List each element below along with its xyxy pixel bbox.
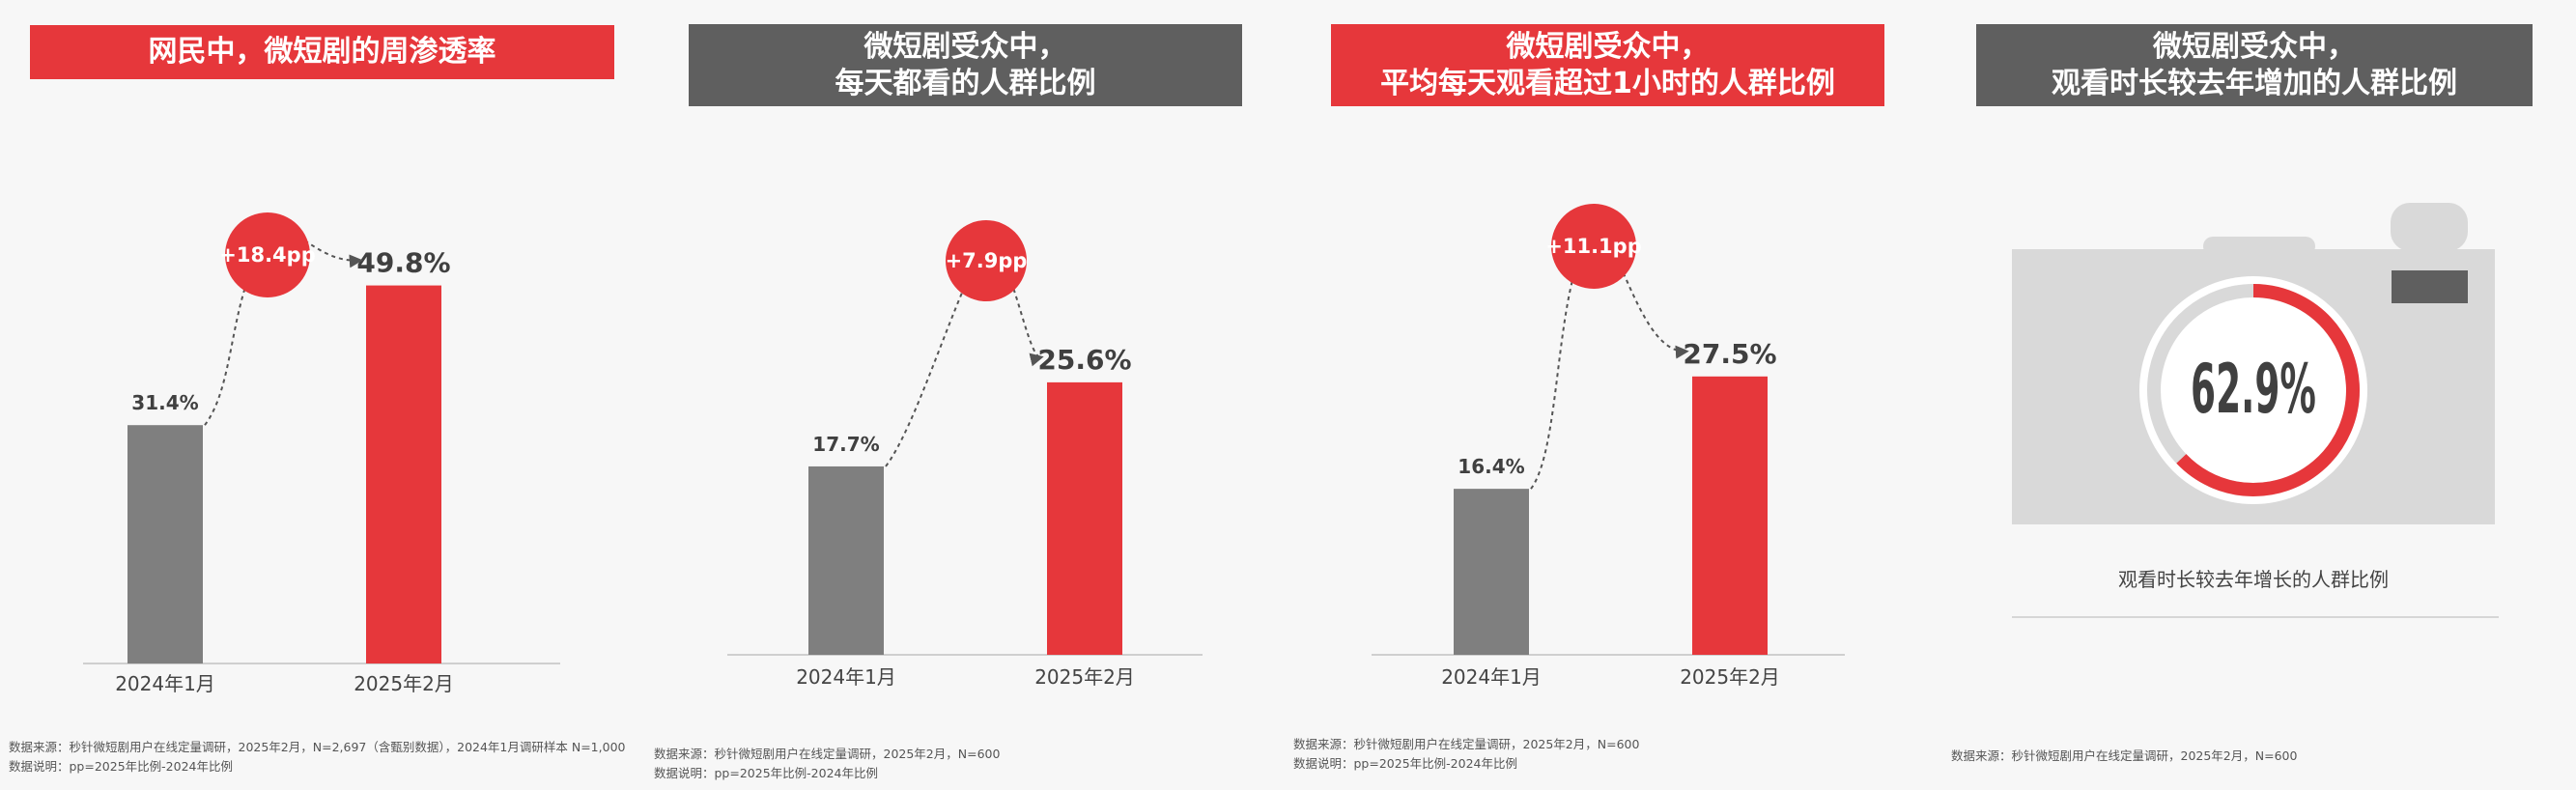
note-explanation: 数据说明：pp=2025年比例-2024年比例 — [1293, 756, 1517, 771]
donut-caption: 观看时长较去年增长的人群比例 — [2118, 568, 2389, 591]
title-line: 微短剧受众中， — [1506, 29, 1710, 64]
category-tick-label: 2025年2月 — [1034, 665, 1135, 689]
diff-label: +11.1pp — [1545, 235, 1641, 258]
bar-chart: 17.7% 2024年1月 25.6% 2025年2月 +7.9pp — [727, 220, 1203, 689]
data-notes: 数据来源：秒针微短剧用户在线定量调研，2025年2月，N=600 数据说明：pp… — [1293, 735, 1639, 774]
panel-watch-time-increase: 微短剧受众中， 观看时长较去年增加的人群比例 62.9% 观看时长较去年增长的人… — [1927, 0, 2576, 790]
note-source: 数据来源：秒针微短剧用户在线定量调研，2025年2月，N=600 — [654, 747, 1001, 761]
camera-top-bump — [2391, 203, 2468, 251]
note-source: 数据来源：秒针微短剧用户在线定量调研，2025年2月，N=600 — [1293, 737, 1640, 751]
data-label: 17.7% — [812, 433, 879, 456]
diff-circle — [225, 212, 310, 297]
title-line: 微短剧受众中， — [863, 29, 1067, 64]
chart-title: 微短剧受众中， 每天都看的人群比例 — [689, 24, 1242, 106]
chart-title: 微短剧受众中， 观看时长较去年增加的人群比例 — [1976, 24, 2533, 106]
camera-viewfinder — [2392, 270, 2468, 303]
panel-daily-viewers: 微短剧受众中， 每天都看的人群比例 17.7% 2024年1月 25.6% 2025年… — [642, 0, 1280, 790]
title-line: 观看时长较去年增加的人群比例 — [2052, 66, 2457, 100]
title-line: 平均每天观看超过1小时的人群比例 — [1380, 66, 1835, 100]
diff-circle — [946, 220, 1027, 301]
data-notes: 数据来源：秒针微短剧用户在线定量调研，2025年2月，N=2,697（含甄别数据… — [9, 738, 625, 776]
donut-value-label: 62.9% — [2191, 351, 2316, 429]
note-explanation: 数据说明：pp=2025年比例-2024年比例 — [654, 766, 878, 780]
bar-1 — [808, 466, 884, 655]
data-label: 27.5% — [1683, 338, 1776, 370]
camera-lens — [2139, 276, 2367, 504]
data-label: 49.8% — [356, 247, 450, 279]
data-label: 31.4% — [131, 391, 198, 414]
data-label: 16.4% — [1458, 455, 1524, 478]
data-label: 25.6% — [1037, 344, 1131, 376]
title-line: 每天都看的人群比例 — [835, 66, 1096, 100]
chart-title: 微短剧受众中， 平均每天观看超过1小时的人群比例 — [1331, 24, 1884, 106]
bar-chart: 16.4% 2024年1月 27.5% 2025年2月 +11.1pp — [1372, 204, 1845, 689]
title-line: 微短剧受众中， — [2153, 29, 2356, 64]
camera-donut-chart: 62.9% — [2012, 203, 2499, 618]
diff-label: +18.4pp — [219, 243, 315, 267]
panel-over-one-hour: 微短剧受众中， 平均每天观看超过1小时的人群比例 16.4% 2024年1月 27.… — [1285, 0, 1922, 790]
data-notes: 数据来源：秒针微短剧用户在线定量调研，2025年2月，N=600 数据说明：pp… — [654, 745, 1000, 783]
data-notes: 数据来源：秒针微短剧用户在线定量调研，2025年2月，N=600 — [1951, 747, 2297, 766]
category-tick-label: 2025年2月 — [354, 672, 454, 695]
bar-2 — [1047, 381, 1122, 655]
bar-2 — [1692, 376, 1768, 655]
panel-weekly-penetration: 网民中，微短剧的周渗透率 31.4% 2024年1月 49.8% 2025年2月 +18… — [0, 0, 637, 790]
note-explanation: 数据说明：pp=2025年比例-2024年比例 — [9, 759, 233, 774]
bar-1 — [1454, 489, 1529, 655]
note-source: 数据来源：秒针微短剧用户在线定量调研，2025年2月，N=2,697（含甄别数据… — [9, 740, 626, 754]
category-tick-label: 2024年1月 — [115, 672, 215, 695]
category-tick-label: 2024年1月 — [796, 665, 896, 689]
diff-label: +7.9pp — [946, 249, 1028, 272]
bar-1 — [127, 425, 203, 663]
bar-chart: 31.4% 2024年1月 49.8% 2025年2月 +18.4pp — [83, 212, 560, 695]
diff-circle — [1551, 204, 1636, 289]
bar-2 — [366, 285, 441, 663]
chart-title: 网民中，微短剧的周渗透率 — [30, 25, 614, 79]
category-tick-label: 2024年1月 — [1441, 665, 1542, 689]
title-line: 网民中，微短剧的周渗透率 — [148, 35, 496, 69]
category-tick-label: 2025年2月 — [1680, 665, 1780, 689]
donut-value-arc — [2176, 284, 2360, 496]
note-source: 数据来源：秒针微短剧用户在线定量调研，2025年2月，N=600 — [1951, 748, 2298, 763]
